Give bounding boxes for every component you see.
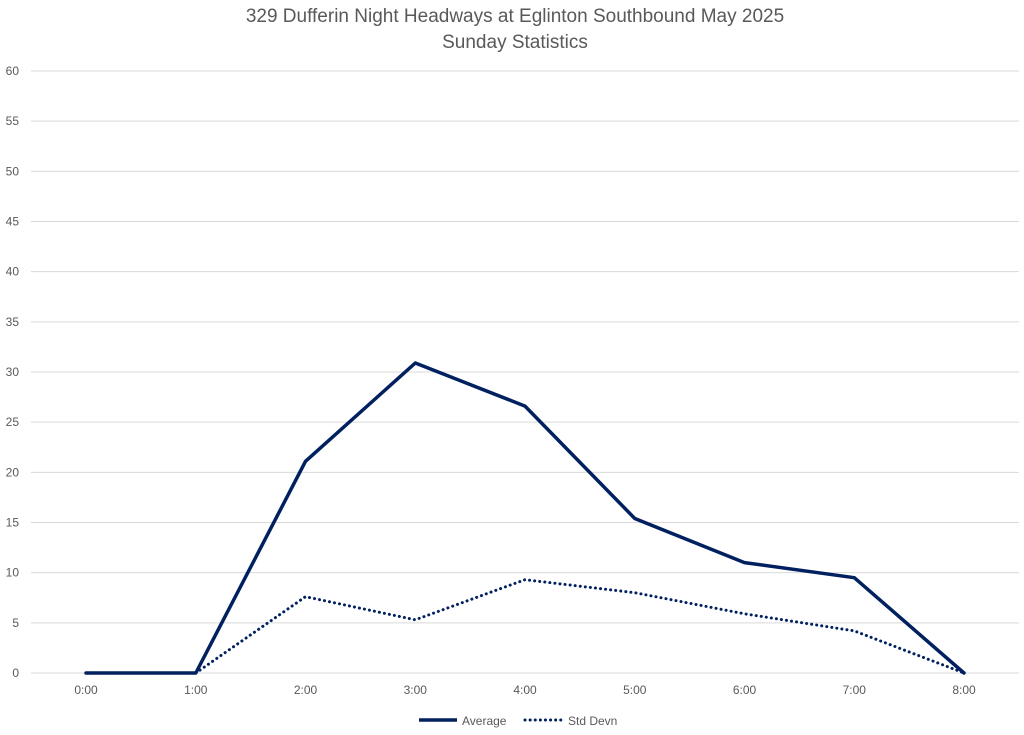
y-axis-ticks: 0 5 10 15 20 25 30 35 40 45 50 55 60 [6, 64, 20, 680]
y-tick-label: 55 [6, 114, 20, 128]
x-tick-label: 6:00 [733, 683, 757, 697]
y-tick-label: 15 [6, 516, 20, 530]
x-axis-ticks: 0:00 1:00 2:00 3:00 4:00 5:00 6:00 7:00 8:00 [74, 683, 976, 697]
chart-title: 329 Dufferin Night Headways at Eglinton … [246, 6, 784, 27]
x-tick-label: 2:00 [294, 683, 318, 697]
series-line-1 [84, 361, 966, 675]
legend: Average Std Devn [419, 714, 617, 728]
y-tick-label: 0 [12, 666, 19, 680]
y-tick-label: 45 [6, 215, 20, 229]
x-tick-label: 8:00 [952, 683, 976, 697]
y-tick-label: 35 [6, 315, 20, 329]
y-tick-label: 10 [6, 566, 20, 580]
legend-label-1: Average [462, 714, 507, 728]
x-tick-label: 1:00 [184, 683, 208, 697]
y-tick-label: 60 [6, 64, 20, 78]
series-lines [84, 361, 966, 675]
y-tick-label: 40 [6, 265, 20, 279]
y-tick-label: 5 [12, 616, 19, 630]
legend-label-2: Std Devn [568, 714, 617, 728]
y-tick-label: 50 [6, 164, 20, 178]
x-tick-label: 5:00 [623, 683, 647, 697]
x-tick-label: 4:00 [513, 683, 537, 697]
x-tick-label: 3:00 [404, 683, 428, 697]
x-tick-label: 7:00 [843, 683, 867, 697]
y-tick-label: 25 [6, 415, 20, 429]
gridlines [31, 70, 1019, 674]
y-tick-label: 30 [6, 365, 20, 379]
chart-subtitle: Sunday Statistics [442, 32, 588, 53]
x-tick-label: 0:00 [74, 683, 98, 697]
series-line-2 [194, 578, 966, 675]
y-tick-label: 20 [6, 465, 20, 479]
